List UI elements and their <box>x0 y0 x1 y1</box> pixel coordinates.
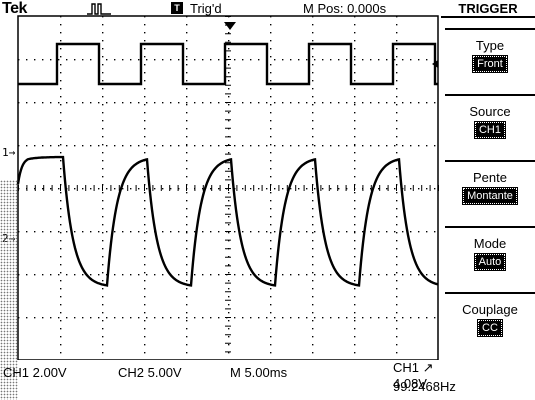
ch1-marker: 1→ <box>2 146 16 159</box>
menu-item-label: Source <box>469 104 511 119</box>
menu-item-label: Type <box>475 38 505 53</box>
screen-artifact <box>0 180 18 400</box>
brand-logo: Tek <box>2 0 27 17</box>
pulse-icon <box>87 3 111 15</box>
menu-item-label: Couplage <box>462 302 518 317</box>
graticule <box>16 15 439 360</box>
trigger-status: Trig'd <box>190 1 222 16</box>
timebase: M 5.00ms <box>230 365 288 380</box>
menu-item-coupling[interactable]: Couplage CC <box>445 292 535 356</box>
menu-item-type[interactable]: Type Front <box>445 28 535 92</box>
readout-bar: CH1 2.00V CH2 5.00V M 5.00ms CH1 ↗ 4.08V… <box>0 360 456 400</box>
menu-item-source[interactable]: Source CH1 <box>445 94 535 158</box>
horizontal-position: M Pos: 0.000s <box>303 1 387 16</box>
trigger-badge: T <box>171 2 183 14</box>
menu-item-value: Auto <box>473 253 507 271</box>
menu-item-value: CC <box>477 319 503 337</box>
menu-title: TRIGGER <box>441 0 535 18</box>
ch1-rc-trace <box>16 155 439 287</box>
frequency-readout: 99.2468Hz <box>393 379 456 394</box>
menu-item-label: Mode <box>473 236 507 251</box>
ch1-scale: CH1 2.00V <box>3 365 67 380</box>
menu-item-mode[interactable]: Mode Auto <box>445 226 535 290</box>
menu-item-value: Front <box>472 55 508 73</box>
status-bar: Tek T Trig'd M Pos: 0.000s <box>0 0 440 18</box>
menu-item-label: Pente <box>473 170 507 185</box>
trigger-readout: CH1 ↗ 4.08V <box>393 360 434 391</box>
trigger-position-marker <box>224 22 236 30</box>
menu-item-value: CH1 <box>473 121 507 139</box>
trigger-menu: TRIGGER Type Front Source CH1 Pente Mont… <box>441 0 535 400</box>
menu-item-value: Montante <box>462 187 518 205</box>
menu-item-slope[interactable]: Pente Montante <box>445 160 535 224</box>
ch2-square-trace <box>18 42 438 86</box>
ch2-scale: CH2 5.00V <box>118 365 182 380</box>
